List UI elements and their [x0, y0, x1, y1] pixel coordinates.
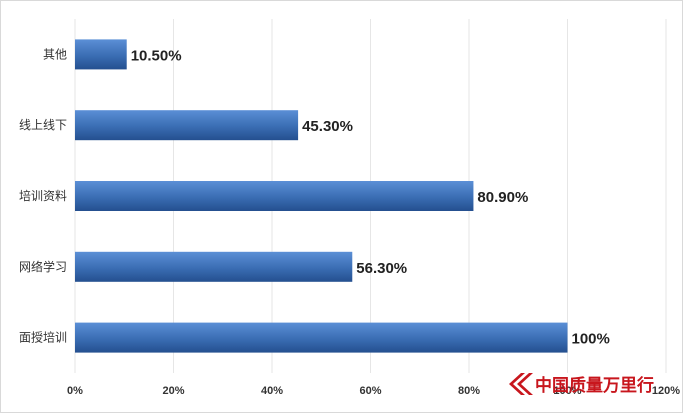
bar [75, 181, 474, 211]
bars [75, 39, 568, 353]
x-tick-label: 40% [261, 385, 283, 397]
x-tick-label: 80% [458, 385, 480, 397]
category-label: 网络学习 [19, 259, 67, 274]
value-label: 56.30% [356, 260, 407, 277]
value-label: 80.90% [477, 189, 528, 206]
labels: 其他 10.50% 线上线下 45.30% 培训资料 80.90% 网络学习 56.30% 面授… [19, 47, 610, 347]
bar [75, 251, 353, 282]
x-tick-label: 100% [553, 385, 581, 397]
category-label: 其他 [43, 47, 67, 61]
value-label: 45.30% [302, 118, 353, 135]
x-tick-label: 60% [359, 385, 381, 397]
bar [75, 110, 299, 141]
category-label: 面授培训 [19, 330, 67, 345]
watermark: 中国质量万里行 [509, 373, 654, 396]
bar [75, 39, 127, 70]
x-tick-label: 120% [652, 385, 680, 397]
value-label: 100% [572, 331, 610, 348]
value-label: 10.50% [131, 47, 182, 64]
x-tick-label: 20% [162, 385, 184, 397]
bar [75, 322, 568, 353]
watermark-text: 中国质量万里行 [535, 375, 654, 396]
category-label: 培训资料 [19, 188, 67, 203]
watermark-logo-icon [509, 373, 533, 395]
category-label: 线上线下 [19, 118, 67, 132]
x-tick-label: 0% [67, 385, 83, 397]
x-axis-ticks: 0% 20% 40% 60% 80% 100% 120% [67, 385, 680, 397]
